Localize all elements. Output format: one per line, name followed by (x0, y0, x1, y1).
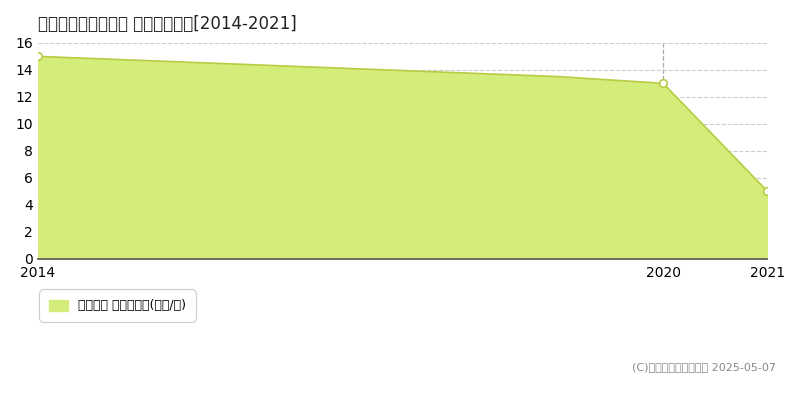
Point (761, 188, 774, 194)
Text: 知多郡阿久比町横松 土地価格推移[2014-2021]: 知多郡阿久比町横松 土地価格推移[2014-2021] (38, 15, 296, 33)
Legend: 土地価格 平均坪単価(万円/坪): 土地価格 平均坪単価(万円/坪) (44, 294, 190, 317)
Point (657, 80, 670, 86)
Point (31, 53, 44, 60)
Text: (C)土地価格ドットコム 2025-05-07: (C)土地価格ドットコム 2025-05-07 (632, 362, 776, 372)
